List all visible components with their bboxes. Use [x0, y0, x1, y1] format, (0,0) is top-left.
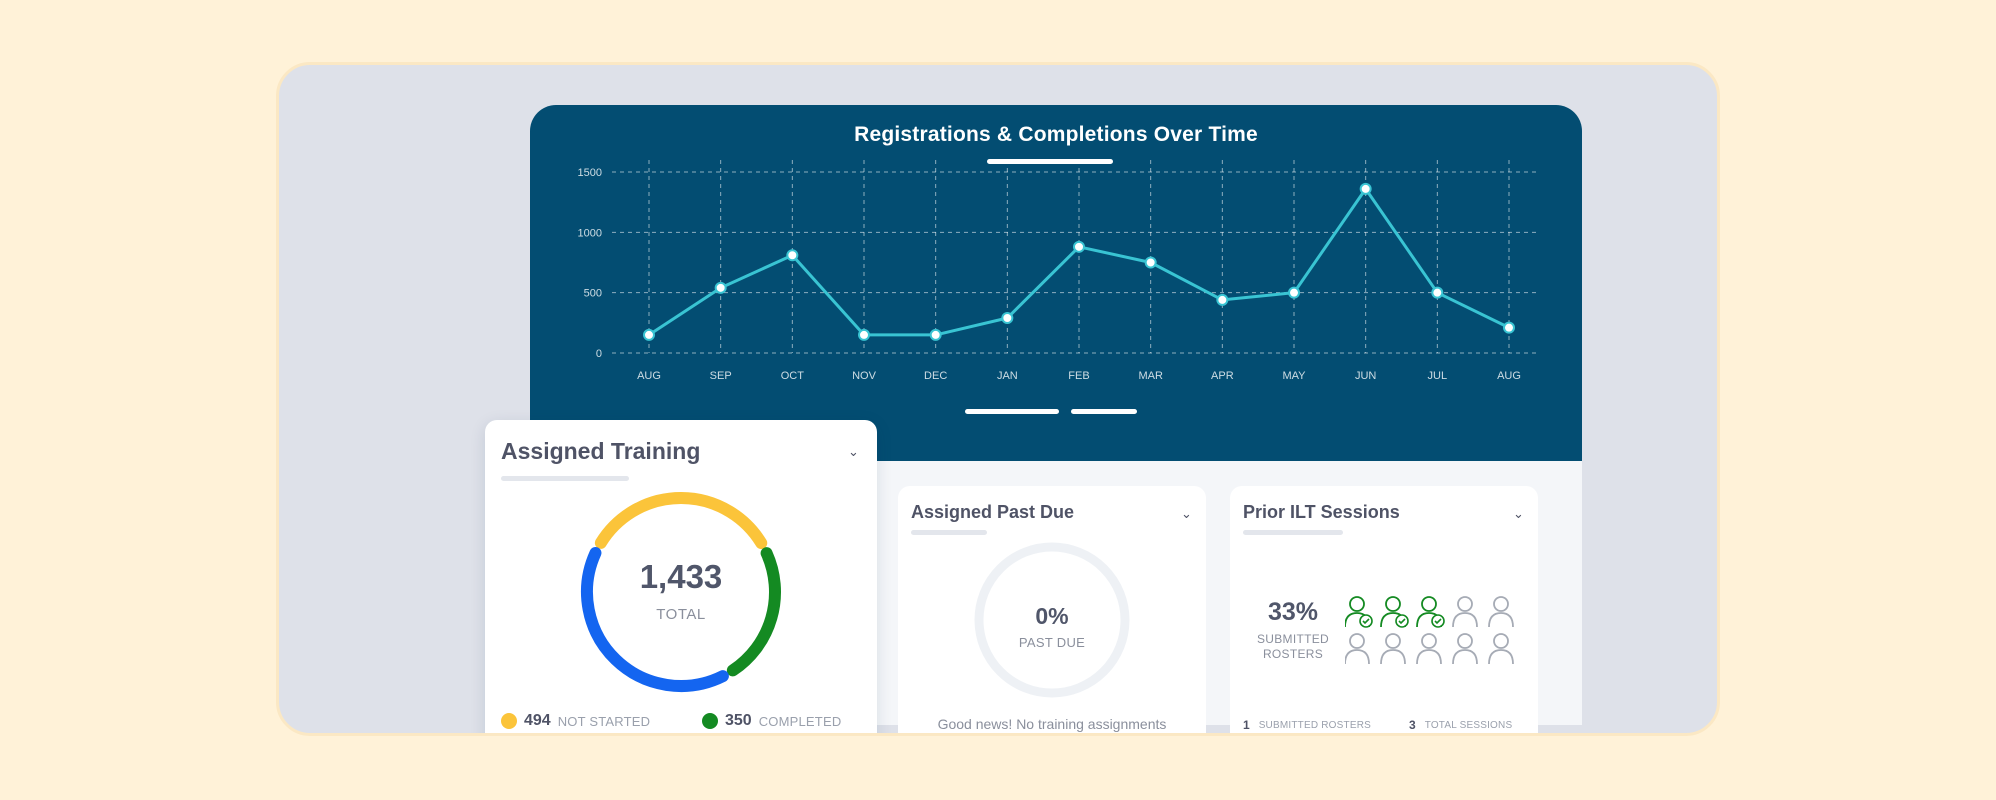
line-chart: 0 500 1000 1500 AUG SEP OCT NOV DEC JAN FEB MAR APR M… — [578, 160, 1537, 382]
person-icon — [1488, 596, 1514, 628]
submitted-percent-label: SUBMITTED ROSTERS — [1256, 632, 1330, 661]
data-point — [929, 328, 942, 341]
data-point — [643, 328, 655, 341]
x-tick-label: NOV — [852, 370, 877, 382]
legend-pill-registrations[interactable] — [965, 409, 1059, 414]
chart-title: Registrations & Completions Over Time — [854, 123, 1258, 146]
x-tick-label: APR — [1211, 370, 1234, 382]
x-tick-label: JUN — [1355, 370, 1376, 382]
person-icon — [1416, 633, 1442, 665]
chevron-down-icon[interactable]: ⌄ — [1513, 506, 1524, 521]
x-tick-label: MAR — [1138, 370, 1163, 382]
data-point — [714, 281, 727, 294]
not-started-count: 494 — [524, 712, 551, 729]
past-due-label: PAST DUE — [1018, 635, 1086, 650]
x-tick-label: AUG — [637, 370, 661, 382]
app-frame: Registrations & Completions Over Time 0 5… — [276, 62, 1720, 736]
title-underline — [987, 159, 1113, 164]
donut-segment — [726, 547, 781, 677]
card-title: Assigned Past Due — [911, 502, 1075, 522]
stat-submitted: 1 SUBMITTED ROSTERS — [1243, 718, 1371, 732]
title-bar — [911, 530, 987, 535]
people-grid — [1345, 596, 1514, 665]
green-dot-icon — [702, 713, 718, 729]
person-icon — [1452, 596, 1478, 628]
total-value: 1,433 — [639, 558, 723, 595]
ilt-sessions-card: Prior ILT Sessions ⌄ 33% SUBMITTED ROSTE… — [1230, 486, 1538, 733]
x-tick-label: MAY — [1282, 370, 1306, 382]
chevron-down-icon[interactable]: ⌄ — [1181, 506, 1192, 521]
past-due-ring — [974, 542, 1130, 698]
data-point — [1144, 256, 1157, 269]
stat-total: 3 TOTAL SESSIONS — [1409, 718, 1512, 732]
data-point — [1073, 240, 1085, 253]
completed-label: COMPLETED — [758, 713, 842, 729]
data-point — [1359, 182, 1372, 195]
submitted-count: 1 — [1243, 718, 1250, 732]
x-tick-label: AUG — [1497, 370, 1521, 382]
person-icon — [1488, 633, 1514, 665]
total-label: TOTAL — [656, 606, 706, 623]
total-sessions-label: TOTAL SESSIONS — [1424, 719, 1513, 731]
card-title: Assigned Training — [501, 438, 701, 464]
y-tick-label: 1500 — [578, 167, 602, 179]
submitted-label: SUBMITTED ROSTERS — [1258, 719, 1371, 731]
completed-count: 350 — [725, 712, 752, 729]
data-point — [1431, 286, 1444, 299]
good-news-message: Good news! No training assignments — [937, 716, 1167, 732]
person-icon — [1452, 633, 1478, 665]
title-bar — [1243, 530, 1343, 535]
submitted-percent: 33% — [1268, 598, 1319, 626]
yellow-dot-icon — [501, 713, 517, 729]
data-point — [1503, 321, 1515, 334]
total-count: 3 — [1409, 718, 1416, 732]
person-icon — [1345, 633, 1370, 665]
data-point — [786, 249, 799, 262]
legend-completed: 350 COMPLETED — [702, 712, 841, 730]
x-tick-label: SEP — [710, 370, 732, 382]
past-due-value: 0% — [1035, 603, 1069, 629]
data-point — [858, 328, 870, 341]
x-tick-label: JAN — [997, 370, 1018, 382]
assigned-training-card: Assigned Training ⌄ 1,433 TOTAL 494 NOT … — [485, 420, 877, 733]
y-tick-label: 0 — [596, 348, 602, 360]
assigned-donut — [581, 492, 781, 692]
data-point — [1288, 286, 1300, 299]
legend-pill-completions[interactable] — [1071, 409, 1137, 414]
x-tick-label: FEB — [1068, 370, 1089, 382]
x-tick-label: JUL — [1428, 370, 1448, 382]
person-checked-icon — [1380, 596, 1409, 628]
x-tick-label: OCT — [781, 370, 805, 382]
donut-segment — [581, 547, 729, 692]
person-icon — [1380, 633, 1406, 665]
y-tick-label: 1000 — [578, 227, 602, 239]
chevron-down-icon[interactable]: ⌄ — [848, 444, 859, 459]
chart-header: Registrations & Completions Over Time 0 5… — [530, 105, 1582, 461]
person-checked-icon — [1345, 596, 1373, 628]
past-due-card: Assigned Past Due ⌄ 0% PAST DUE Good new… — [898, 486, 1206, 733]
data-point — [1216, 293, 1229, 306]
legend-not-started: 494 NOT STARTED — [501, 712, 650, 730]
x-tick-label: DEC — [924, 370, 947, 382]
y-tick-label: 500 — [584, 288, 602, 300]
donut-segment — [594, 492, 768, 550]
title-bar — [501, 476, 629, 481]
person-checked-icon — [1416, 596, 1445, 628]
card-title: Prior ILT Sessions — [1243, 502, 1400, 522]
not-started-label: NOT STARTED — [557, 713, 651, 729]
data-point — [1001, 312, 1014, 325]
